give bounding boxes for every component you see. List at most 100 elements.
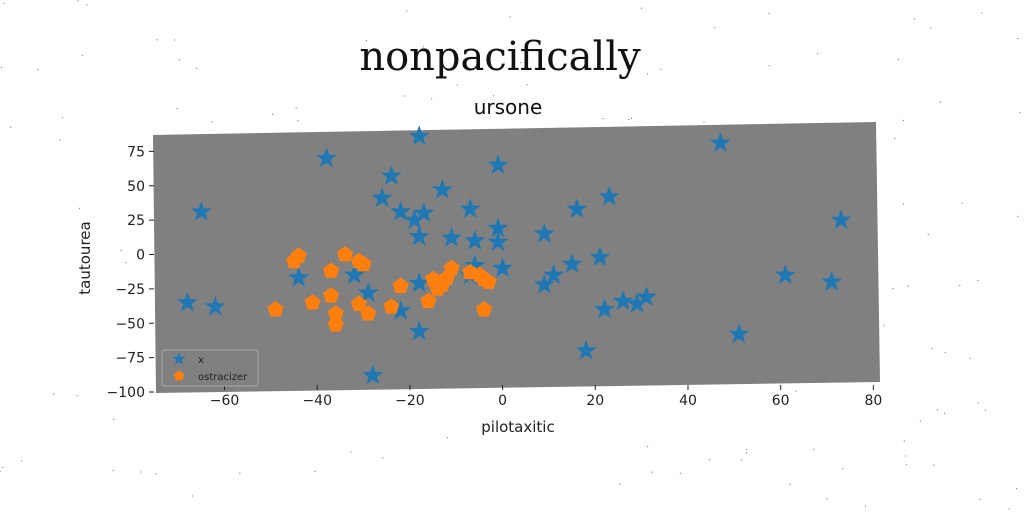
speckle-dot xyxy=(176,108,178,110)
data-point-x xyxy=(431,178,453,199)
speckle-dot xyxy=(679,472,682,474)
data-point-ostracizer xyxy=(323,287,340,303)
data-point-x xyxy=(566,198,588,218)
speckle-dot xyxy=(981,12,983,14)
speckle-dot xyxy=(297,120,299,122)
speckle-dot xyxy=(619,483,621,485)
speckle-dot xyxy=(647,446,649,448)
speckle-dot xyxy=(37,69,39,71)
speckle-dot xyxy=(62,117,64,119)
speckle-dot xyxy=(178,59,180,61)
speckle-dot xyxy=(350,451,352,453)
data-point-ostracizer xyxy=(350,295,367,311)
speckle-dot xyxy=(660,68,662,70)
data-point-ostracizer xyxy=(323,262,340,278)
data-point-x xyxy=(190,200,212,221)
x-tick-label: 40 xyxy=(679,393,697,409)
data-point-x xyxy=(204,295,226,316)
speckle-dot xyxy=(927,233,929,235)
speckle-dot xyxy=(903,440,905,442)
speckle-dot xyxy=(959,284,961,286)
y-axis-ticks: −100 −75 −50 −25 0 25 50 75 xyxy=(107,144,154,401)
speckle-dot xyxy=(406,10,408,12)
data-point-ostracizer xyxy=(392,277,409,293)
speckle-dot xyxy=(817,52,819,54)
data-point-x xyxy=(561,253,583,273)
data-point-x xyxy=(390,200,412,221)
speckle-dot xyxy=(155,473,157,475)
data-point-ostracizer xyxy=(480,273,497,289)
data-point-x xyxy=(492,257,514,278)
data-point-ostracizer xyxy=(267,301,284,317)
data-point-x xyxy=(408,272,430,293)
speckle-dot xyxy=(883,324,885,326)
y-tick-label: 0 xyxy=(136,248,145,264)
x-tick-label: 80 xyxy=(864,393,882,409)
data-point-x xyxy=(357,282,379,302)
speckle-dot xyxy=(272,113,274,115)
data-point-x xyxy=(464,229,486,250)
data-point-x xyxy=(635,286,657,306)
speckle-dot xyxy=(919,420,922,422)
data-point-ostracizer xyxy=(355,255,372,271)
series-x xyxy=(177,125,852,385)
speckle-dot xyxy=(902,119,904,121)
speckle-dot xyxy=(789,483,791,485)
speckle-dot xyxy=(192,495,194,497)
speckle-dot xyxy=(53,393,55,395)
speckle-dot xyxy=(703,121,705,123)
data-point-ostracizer xyxy=(383,298,400,314)
y-tick-label: 75 xyxy=(127,144,145,160)
x-tick-label: 0 xyxy=(498,393,507,409)
speckle-dot xyxy=(943,412,946,414)
data-point-x xyxy=(598,185,620,206)
data-point-ostracizer xyxy=(336,246,354,262)
data-point-x xyxy=(464,254,486,275)
speckle-dot xyxy=(601,397,603,399)
data-point-x xyxy=(626,293,648,313)
data-point-x xyxy=(533,222,555,243)
speckle-dot xyxy=(174,39,176,41)
speckle-dot xyxy=(969,357,971,359)
data-point-x xyxy=(408,225,430,246)
speckle-dot xyxy=(20,460,23,462)
data-point-x xyxy=(575,339,597,360)
speckle-dot xyxy=(493,95,495,97)
speckle-dot xyxy=(768,12,770,14)
y-axis-label: tautourea xyxy=(76,221,94,294)
speckle-dot xyxy=(59,139,61,141)
data-point-ostracizer xyxy=(443,259,460,276)
speckle-dot xyxy=(795,390,797,392)
speckle-dot xyxy=(456,84,458,86)
speckle-dot xyxy=(86,4,88,6)
data-point-ostracizer xyxy=(360,305,377,321)
data-point-x xyxy=(487,217,509,238)
speckle-dot xyxy=(431,98,433,100)
x-tick-label: −60 xyxy=(210,393,240,409)
speckle-dot xyxy=(913,18,916,20)
data-point-x xyxy=(830,209,852,229)
data-point-x xyxy=(821,271,843,291)
speckle-dot xyxy=(382,457,384,459)
data-point-ostracizer xyxy=(304,294,321,310)
speckle-dot xyxy=(1008,508,1010,510)
speckle-dot xyxy=(708,459,711,461)
speckle-dot xyxy=(631,117,633,120)
legend-marker-ostracizer-glyph xyxy=(173,370,185,381)
data-point-x xyxy=(710,132,731,152)
speckle-dot xyxy=(1019,112,1021,114)
speckle-dot xyxy=(977,402,979,404)
speckle-dot xyxy=(365,40,367,42)
speckle-dot xyxy=(892,287,894,290)
speckle-dot xyxy=(77,0,79,2)
speckle-dot xyxy=(768,65,770,67)
speckle-dot xyxy=(931,348,933,350)
data-point-x xyxy=(362,364,384,385)
speckle-dot xyxy=(112,469,114,472)
speckle-dot xyxy=(0,470,1,472)
x-tick-label: 20 xyxy=(586,393,604,409)
data-point-x xyxy=(371,187,393,207)
speckle-dot xyxy=(446,437,448,439)
speckle-dot xyxy=(239,472,241,474)
data-point-x xyxy=(612,290,634,311)
